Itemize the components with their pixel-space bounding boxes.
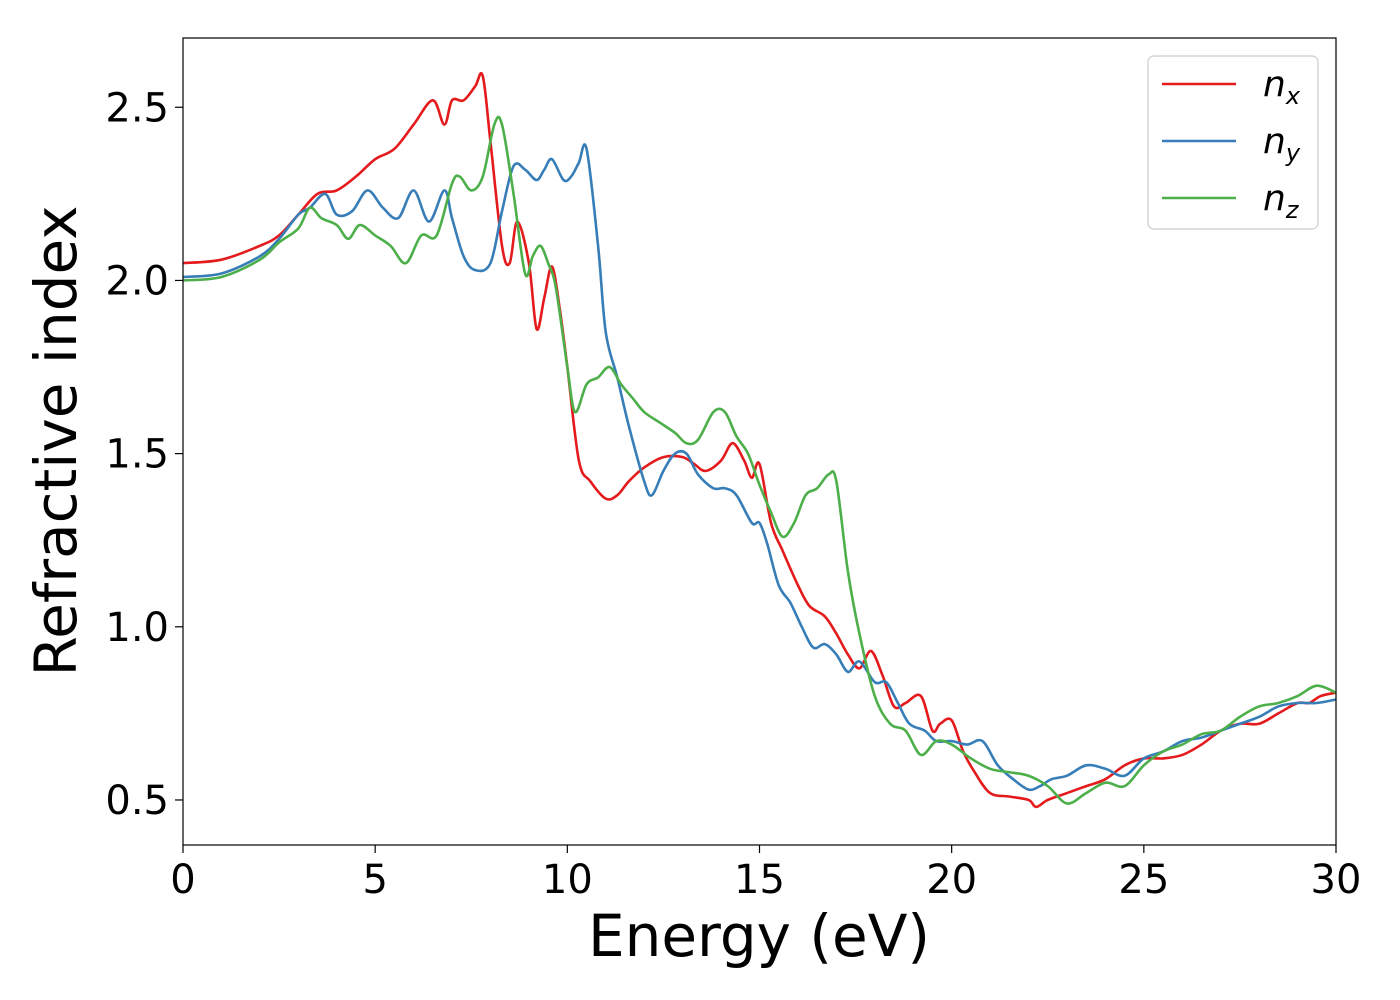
x-tick-label: 20 (926, 857, 977, 903)
series-layer (182, 71, 1337, 809)
legend: nx ny nz (1147, 55, 1319, 230)
legend-label: nx (1263, 64, 1301, 110)
series-line-nx (182, 71, 1337, 809)
x-tick-label: 30 (1311, 857, 1362, 903)
x-tick-label: 0 (170, 857, 195, 903)
legend-label: nz (1263, 178, 1300, 224)
y-axis-label: Refractive index (22, 205, 90, 676)
x-tick-label: 15 (734, 857, 785, 903)
y-tick-label: 2.5 (105, 85, 169, 131)
y-axis: 0.5 1.0 1.5 2.0 2.5 (105, 85, 183, 824)
y-tick-label: 1.5 (105, 432, 169, 478)
x-tick-label: 10 (542, 857, 593, 903)
y-tick-label: 0.5 (105, 778, 169, 824)
x-tick-label: 5 (362, 857, 387, 903)
legend-frame (1147, 55, 1319, 230)
x-axis: 0 5 10 15 20 25 30 (170, 845, 1361, 903)
y-tick-label: 2.0 (105, 258, 169, 304)
series-line-nz (182, 115, 1337, 805)
y-tick-label: 1.0 (105, 605, 169, 651)
x-axis-label: Energy (eV) (588, 902, 930, 970)
x-tick-label: 25 (1118, 857, 1169, 903)
legend-label: ny (1263, 121, 1301, 167)
series-line-ny (182, 143, 1337, 792)
